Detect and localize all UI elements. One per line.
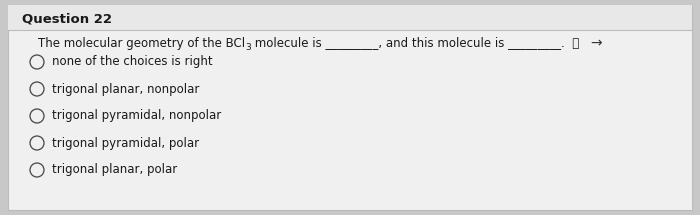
Text: →: → (590, 36, 601, 50)
Text: molecule is _________, and this molecule is _________.  ⭢: molecule is _________, and this molecule… (251, 37, 579, 49)
Bar (8, 5, 692, 30)
Text: 3: 3 (245, 43, 251, 52)
Text: trigonal planar, nonpolar: trigonal planar, nonpolar (52, 83, 200, 95)
Text: Question 22: Question 22 (22, 12, 112, 26)
Text: trigonal pyramidal, polar: trigonal pyramidal, polar (52, 137, 199, 149)
Text: The molecular geometry of the BCl: The molecular geometry of the BCl (38, 37, 245, 49)
Text: trigonal planar, polar: trigonal planar, polar (52, 163, 177, 177)
Text: none of the choices is right: none of the choices is right (52, 55, 213, 69)
Text: trigonal pyramidal, nonpolar: trigonal pyramidal, nonpolar (52, 109, 221, 123)
